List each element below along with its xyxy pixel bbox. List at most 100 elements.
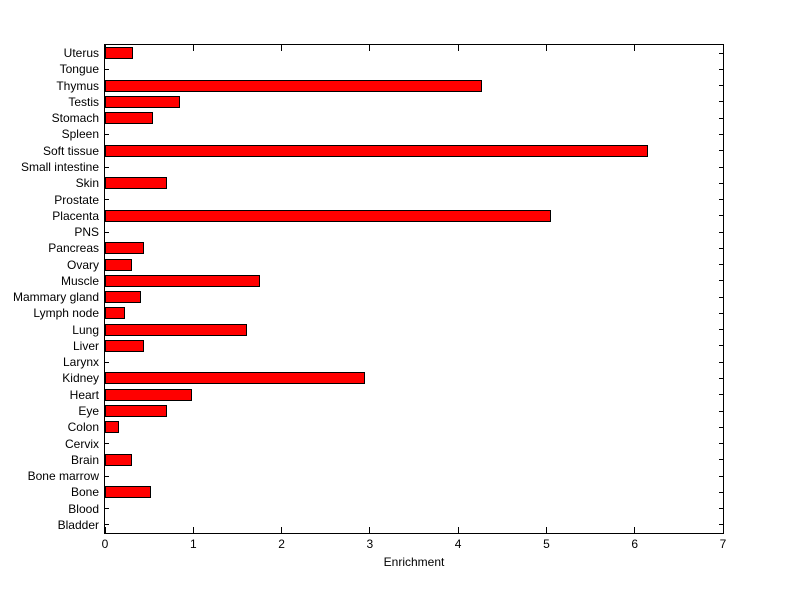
- x-tick-top: [104, 45, 106, 51]
- y-tick-left: [105, 231, 109, 233]
- y-tick-left: [105, 361, 109, 363]
- y-axis-label: Thymus: [56, 78, 99, 93]
- bar: [105, 405, 167, 417]
- y-tick-right: [719, 296, 723, 298]
- y-axis-label: Colon: [67, 420, 99, 435]
- x-tick-top: [634, 45, 636, 51]
- y-tick-right: [719, 459, 723, 461]
- y-tick-right: [719, 52, 723, 54]
- x-tick-bottom: [104, 527, 106, 533]
- y-axis-label: Kidney: [62, 371, 99, 386]
- x-tick-label: 2: [278, 537, 285, 551]
- y-tick-left: [105, 68, 109, 70]
- y-tick-right: [719, 329, 723, 331]
- x-tick-bottom: [545, 527, 547, 533]
- bar: [105, 177, 167, 190]
- bar: [105, 144, 648, 157]
- y-tick-right: [719, 133, 723, 135]
- y-axis-label: Spleen: [61, 127, 99, 142]
- y-tick-right: [719, 508, 723, 510]
- bar: [105, 274, 261, 287]
- x-tick-bottom: [722, 527, 724, 533]
- y-tick-right: [719, 443, 723, 445]
- bar: [105, 486, 151, 499]
- x-tick-bottom: [457, 527, 459, 533]
- y-tick-right: [719, 199, 723, 201]
- plot-area: [104, 44, 724, 534]
- y-axis-label: Lung: [72, 322, 99, 337]
- bar: [105, 242, 144, 255]
- y-axis-label: Muscle: [60, 273, 99, 288]
- x-tick-label: 3: [366, 537, 374, 551]
- y-axis-label: Bone: [70, 485, 99, 500]
- y-axis-label: Placenta: [52, 208, 99, 223]
- y-tick-left: [105, 524, 109, 526]
- x-tick-bottom: [281, 527, 283, 533]
- x-tick-top: [369, 45, 371, 51]
- bar: [105, 258, 133, 271]
- y-axis-label: Stomach: [51, 111, 99, 126]
- x-tick-label: 1: [189, 537, 197, 551]
- x-tick-label: 7: [719, 537, 727, 551]
- y-axis-label: Larynx: [62, 355, 99, 370]
- bar: [105, 323, 248, 336]
- y-axis-label: Pancreas: [48, 241, 99, 256]
- y-tick-right: [719, 150, 723, 152]
- x-tick-bottom: [369, 527, 371, 533]
- x-tick-bottom: [192, 527, 194, 533]
- y-tick-right: [719, 247, 723, 249]
- y-tick-left: [105, 166, 109, 168]
- y-tick-right: [719, 394, 723, 396]
- y-tick-right: [719, 377, 723, 379]
- bar: [105, 388, 193, 401]
- x-tick-label: 5: [543, 537, 550, 551]
- bar: [105, 47, 134, 60]
- bar: [105, 291, 142, 304]
- y-tick-left: [105, 475, 109, 477]
- x-tick-top: [545, 45, 547, 51]
- y-axis-label: Prostate: [54, 192, 99, 207]
- y-tick-left: [105, 133, 109, 135]
- y-tick-right: [719, 491, 723, 493]
- x-tick-label: 0: [101, 537, 109, 551]
- y-axis-label: Eye: [78, 404, 99, 418]
- y-tick-right: [719, 85, 723, 87]
- y-tick-right: [719, 264, 723, 266]
- bar: [105, 339, 144, 352]
- x-tick-top: [281, 45, 283, 51]
- y-axis-label: Cervix: [64, 436, 99, 451]
- x-axis-title: Enrichment: [383, 555, 445, 569]
- y-axis-label: Soft tissue: [42, 143, 99, 158]
- bar: [105, 307, 126, 320]
- y-axis-label: Testis: [68, 94, 99, 109]
- y-tick-right: [719, 215, 723, 217]
- bar: [105, 95, 181, 108]
- y-axis-label: PNS: [74, 225, 99, 240]
- y-tick-left: [105, 199, 109, 201]
- y-tick-right: [719, 475, 723, 477]
- y-axis-label: Liver: [72, 338, 99, 353]
- y-axis-label: Mammary gland: [12, 290, 99, 305]
- y-axis-label: Blood: [68, 501, 99, 516]
- x-tick-top: [722, 45, 724, 51]
- y-tick-right: [719, 280, 723, 282]
- x-tick-bottom: [634, 527, 636, 533]
- y-axis-label: Bladder: [57, 517, 99, 532]
- bar: [105, 421, 120, 434]
- y-tick-left: [105, 508, 109, 510]
- y-tick-right: [719, 117, 723, 119]
- y-tick-left: [105, 443, 109, 445]
- y-tick-right: [719, 231, 723, 233]
- y-axis-label: Bone marrow: [27, 469, 99, 484]
- bar: [105, 372, 365, 385]
- y-axis-label: Ovary: [66, 257, 99, 272]
- y-axis-label: Skin: [75, 176, 99, 191]
- y-tick-right: [719, 312, 723, 314]
- bar: [105, 79, 482, 92]
- x-tick-label: 6: [631, 537, 639, 551]
- y-tick-right: [719, 345, 723, 347]
- y-axis-label: Tongue: [59, 62, 99, 77]
- bar: [105, 453, 133, 466]
- y-axis-label: Small intestine: [20, 160, 99, 174]
